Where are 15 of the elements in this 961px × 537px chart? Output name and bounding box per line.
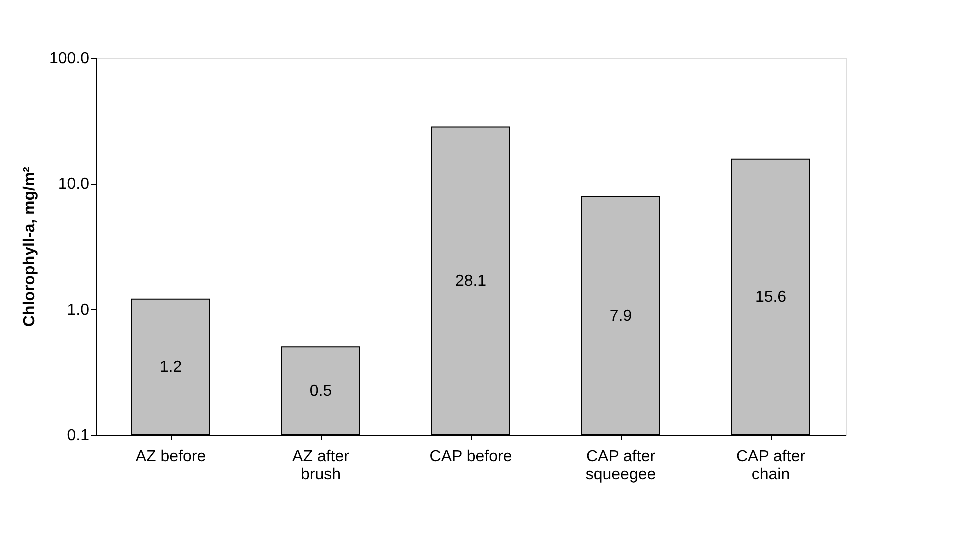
x-tick-label: CAP after chain xyxy=(736,448,806,484)
data-label: 28.1 xyxy=(455,273,487,290)
x-tick-label: AZ before xyxy=(136,448,206,466)
data-label: 7.9 xyxy=(610,308,632,325)
y-tick-label: 10.0 xyxy=(58,176,90,194)
data-label: 15.6 xyxy=(755,289,787,306)
y-axis-title: Chlorophyll-a, mg/m² xyxy=(21,167,38,327)
x-tick-label: CAP before xyxy=(430,448,512,466)
data-label: 1.2 xyxy=(160,359,182,376)
x-tick-label: CAP after squeegee xyxy=(586,448,656,484)
y-tick-label: 100.0 xyxy=(49,50,90,68)
x-tick-label: AZ after brush xyxy=(292,448,350,484)
y-tick-label: 1.0 xyxy=(67,302,90,319)
y-tick-label: 0.1 xyxy=(67,428,90,444)
data-label: 0.5 xyxy=(310,383,332,400)
